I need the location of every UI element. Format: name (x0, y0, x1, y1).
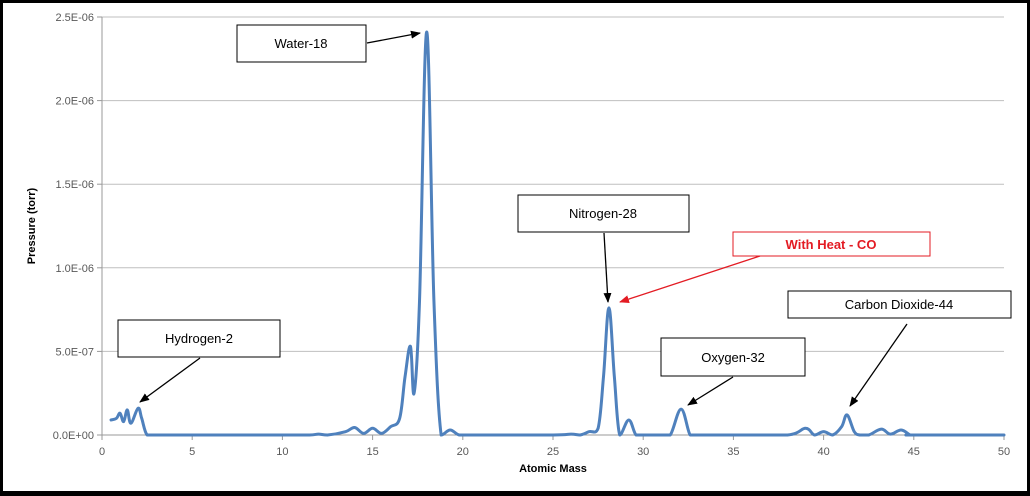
y-tick-label: 2.5E-06 (55, 12, 94, 24)
annotation-hydrogen-2: Hydrogen-2 (117, 319, 281, 403)
line-chart: 0.0E+00 5.0E-07 1.0E-06 1.5E-06 2.0E-06 2.5E-… (26, 12, 1012, 475)
annotation-label: Hydrogen-2 (165, 331, 233, 346)
annotation-arrow (139, 357, 201, 403)
annotation-label: Water-18 (275, 36, 328, 51)
x-axis-tick-labels: 0 5 10 15 20 25 30 35 40 45 50 (99, 446, 1010, 458)
x-tick-label: 0 (99, 446, 105, 458)
annotation-arrow (603, 232, 612, 303)
x-tick-label: 20 (457, 446, 469, 458)
x-tick-label: 25 (547, 446, 559, 458)
y-axis-tick-labels: 0.0E+00 5.0E-07 1.0E-06 1.5E-06 2.0E-06 2.5E-… (53, 12, 94, 442)
x-tick-label: 30 (637, 446, 649, 458)
annotation-nitrogen-28: Nitrogen-28 (517, 194, 690, 303)
annotation-arrow (849, 323, 908, 407)
pressure-series-line (109, 30, 1006, 437)
annotation-label: Oxygen-32 (701, 350, 765, 365)
annotation-arrow (687, 376, 734, 406)
x-tick-label: 45 (908, 446, 920, 458)
annotation-label: Nitrogen-28 (569, 206, 637, 221)
y-axis-title: Pressure (torr) (26, 187, 38, 264)
x-axis-title: Atomic Mass (519, 463, 587, 475)
x-tick-label: 10 (276, 446, 288, 458)
chart-area: 0.0E+00 5.0E-07 1.0E-06 1.5E-06 2.0E-06 2.5E-… (3, 3, 1027, 491)
y-tick-label: 1.0E-06 (55, 263, 94, 275)
annotation-label: With Heat - CO (786, 237, 877, 252)
x-tick-label: 15 (366, 446, 378, 458)
annotation-carbon-dioxide-44: Carbon Dioxide-44 (787, 290, 1012, 407)
x-tick-label: 35 (727, 446, 739, 458)
annotation-label: Carbon Dioxide-44 (845, 297, 953, 312)
x-tick-label: 5 (189, 446, 195, 458)
y-tick-label: 0.0E+00 (53, 430, 94, 442)
annotation-oxygen-32: Oxygen-32 (660, 337, 806, 406)
annotation-arrow (619, 255, 761, 303)
y-tick-label: 2.0E-06 (55, 96, 94, 108)
x-tick-label: 40 (817, 446, 829, 458)
y-tick-label: 1.5E-06 (55, 179, 94, 191)
annotation-water-18: Water-18 (236, 24, 421, 63)
annotation-with-heat-co: With Heat - CO (619, 231, 931, 303)
annotation-arrow (366, 30, 421, 44)
x-tick-label: 50 (998, 446, 1010, 458)
y-tick-label: 5.0E-07 (55, 346, 94, 358)
